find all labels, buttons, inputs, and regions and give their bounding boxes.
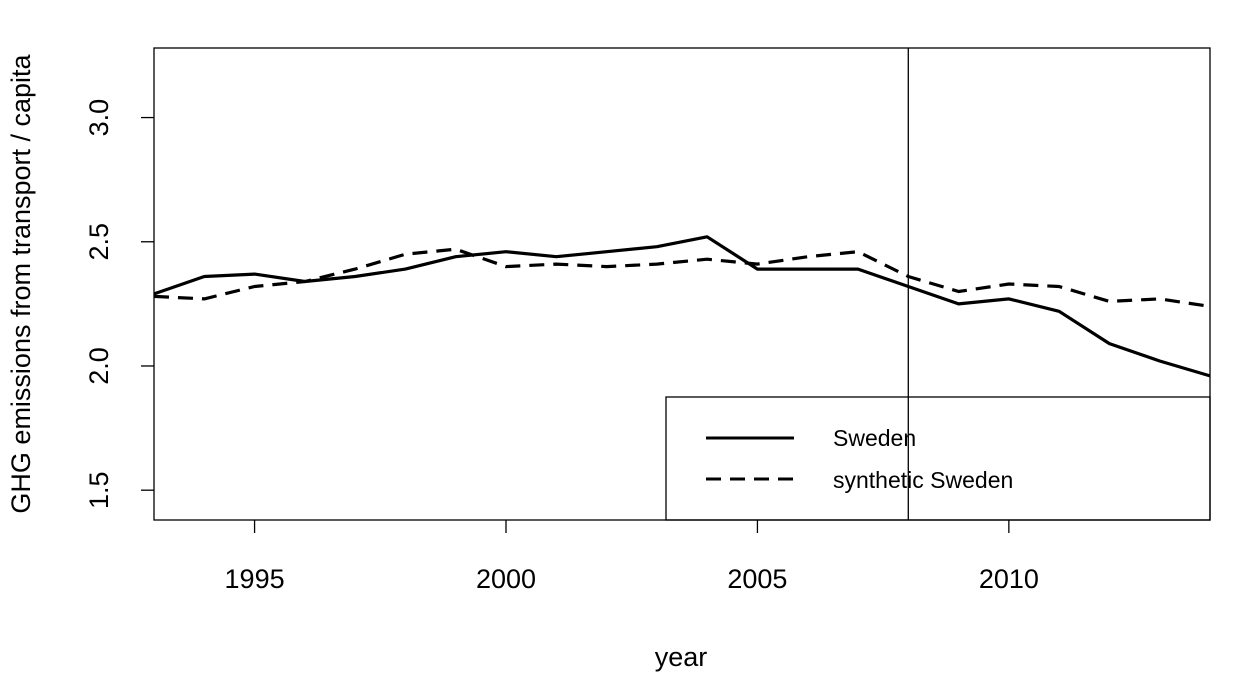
x-tick-label: 2000 (476, 564, 536, 594)
plot-frame (153, 47, 1211, 521)
x-tick-label: 2005 (727, 564, 787, 594)
legend-label-synthetic-sweden: synthetic Sweden (833, 467, 1013, 493)
y-tick-label: 3.0 (84, 99, 114, 137)
plot-lines (154, 235, 1210, 378)
x-tick-label: 2010 (979, 564, 1039, 594)
y-tick-label: 2.0 (84, 347, 114, 385)
y-axis: 1.5 2.0 2.5 3.0 (84, 99, 154, 509)
x-axis-label: year (655, 642, 708, 672)
x-axis: 1995 2000 2005 2010 (225, 520, 1039, 594)
y-axis-label: GHG emissions from transport / capita (6, 53, 36, 513)
x-tick-label: 1995 (225, 564, 285, 594)
y-tick-label: 2.5 (84, 223, 114, 261)
y-tick-label: 1.5 (84, 471, 114, 509)
legend-label-sweden: Sweden (833, 425, 916, 451)
series-line-sweden (154, 235, 1210, 378)
legend-box (665, 396, 1211, 521)
series-line-synthetic-sweden (154, 247, 1210, 308)
legend: Sweden synthetic Sweden (665, 396, 1211, 521)
